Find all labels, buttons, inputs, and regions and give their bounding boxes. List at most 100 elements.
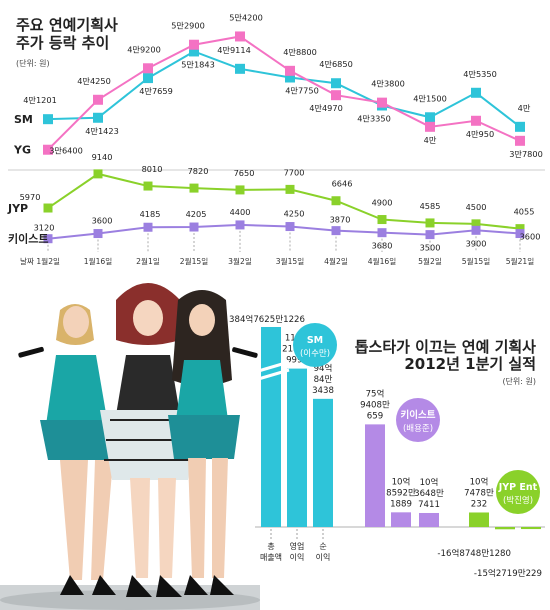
bar (521, 527, 541, 530)
bar (287, 368, 307, 527)
data-point (43, 203, 53, 213)
data-point (189, 183, 199, 193)
bar-value-label: 10억 7478만 232 (464, 475, 494, 509)
data-point (515, 229, 525, 239)
data-point (93, 169, 103, 179)
data-label: 3870 (330, 215, 351, 225)
data-point (425, 121, 435, 132)
data-label: 4만9200 (127, 44, 161, 54)
data-point (377, 215, 387, 225)
company-name: JYP Ent (498, 482, 538, 493)
axis-break (254, 360, 290, 382)
data-label: 4만3800 (371, 79, 405, 89)
series-name-SM: SM (14, 113, 33, 126)
data-label: 4055 (514, 207, 535, 217)
stock-price-chart-bottom: 5970 9140 8010 7820 7650 7700 6646 4900 4585 4500… (7, 152, 540, 266)
data-label: 4만5350 (463, 69, 497, 79)
x-tick-label: 5월15일 (462, 256, 490, 266)
bar (365, 424, 385, 527)
earnings-bar-chart: 384억7625만1226117억2180만999994억84만3438SM(이… (229, 313, 545, 579)
data-label: 3만6400 (49, 146, 83, 156)
x-tick-label: 4월2일 (324, 256, 348, 266)
data-label: 3120 (34, 223, 55, 233)
company-badge (396, 398, 440, 442)
series-line-JYP (47, 172, 521, 230)
company-name: SM (307, 335, 323, 346)
data-point (331, 226, 341, 236)
bar-value-label: 10억 3648만 7411 (414, 476, 444, 510)
bar-value-label: 75억 9408만 659 (360, 387, 390, 421)
data-label: 4만7750 (285, 86, 319, 96)
data-point (235, 220, 245, 230)
data-point (285, 184, 295, 194)
metric-label: 순 이익 (316, 542, 331, 562)
data-label: 7820 (188, 166, 209, 176)
data-label: 5만4200 (229, 12, 263, 22)
data-point (43, 114, 53, 125)
data-label: 4만 (518, 103, 531, 113)
data-label: 4만1500 (413, 93, 447, 103)
data-point (285, 222, 295, 232)
data-label: 4만950 (466, 129, 494, 139)
data-label: 4만8800 (283, 47, 317, 57)
celebrity-group-photo (0, 283, 260, 610)
bar-value-label: -16억8748만1280 (437, 547, 511, 559)
data-label: 3만7800 (509, 149, 543, 159)
series-name-키이스트: 키이스트 (8, 232, 48, 246)
data-point (377, 97, 387, 108)
data-label: 8010 (142, 164, 163, 174)
data-label: 4205 (186, 209, 207, 219)
data-label: 5만1843 (181, 59, 215, 69)
data-point (515, 224, 525, 234)
data-point (331, 196, 341, 206)
stock-chart-title: 주요 연예기획사 주가 등락 추이 (16, 16, 118, 52)
data-label: 4만 (424, 135, 437, 145)
data-label: 7650 (234, 168, 255, 178)
bar-value-label: -15억2719만229 (474, 567, 542, 579)
data-point (235, 31, 245, 42)
data-label: 4만4250 (77, 76, 111, 86)
data-label: 9140 (92, 152, 113, 162)
data-label: 4250 (284, 209, 305, 219)
data-point (143, 73, 153, 84)
data-point (471, 87, 481, 98)
data-point (471, 225, 481, 235)
x-tick-label: 5월21일 (506, 256, 534, 266)
bar (495, 527, 515, 530)
data-point (189, 39, 199, 50)
data-point (93, 229, 103, 239)
data-point (43, 144, 53, 155)
x-tick-label: 2월15일 (180, 256, 208, 266)
data-point (143, 181, 153, 191)
data-label: 3500 (420, 243, 441, 253)
data-point (425, 218, 435, 228)
bar (419, 512, 439, 527)
data-point (331, 78, 341, 89)
company-badge (496, 470, 540, 514)
data-point (425, 112, 435, 123)
data-label: 4만1201 (23, 95, 57, 105)
data-label: 6646 (332, 179, 353, 189)
x-tick-label: 1월16일 (84, 256, 112, 266)
data-point (425, 230, 435, 240)
data-point (285, 72, 295, 83)
earnings-chart-title: 톱스타가 이끄는 연예 기획사 2012년 1분기 실적 (355, 338, 536, 373)
data-label: 5970 (20, 192, 41, 202)
data-label: 4만9114 (217, 45, 251, 55)
data-point (143, 222, 153, 232)
company-person: (배용준) (403, 424, 433, 434)
data-point (93, 94, 103, 105)
bar-value-label: 10억 8592만 1889 (386, 475, 416, 509)
x-tick-label: 날짜 1월2일 (20, 256, 60, 266)
x-tick-label: 2월1일 (136, 256, 160, 266)
company-badge (293, 323, 337, 367)
series-line-키이스트 (47, 223, 521, 240)
data-label: 4만3350 (357, 114, 391, 124)
series-line-SM (47, 50, 521, 128)
metric-label: 영업 이익 (290, 541, 305, 562)
data-point (285, 65, 295, 76)
series-name-JYP: JYP (7, 202, 28, 215)
data-point (235, 63, 245, 74)
